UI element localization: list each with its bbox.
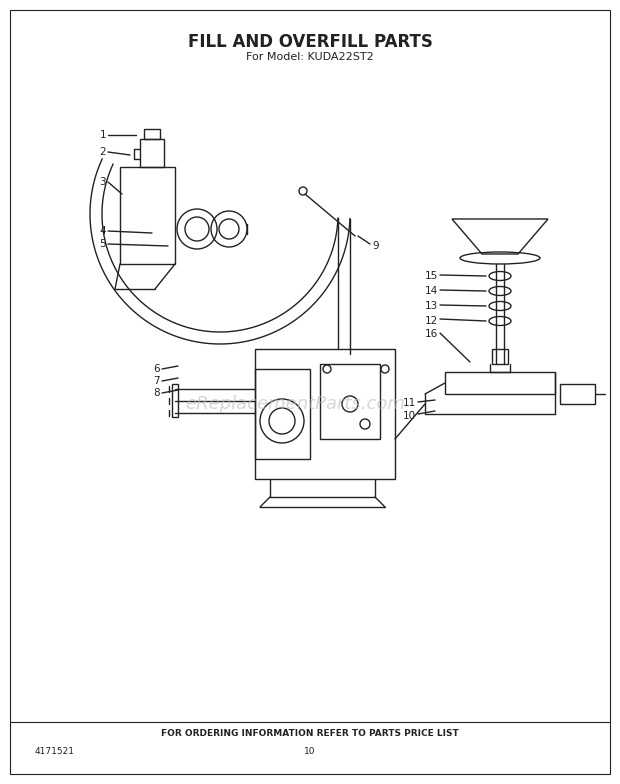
Bar (320, 364, 380, 439)
Bar (445, 372, 555, 394)
Text: 10: 10 (304, 747, 316, 757)
Text: 10: 10 (403, 411, 416, 421)
Text: 1: 1 (99, 130, 106, 140)
Text: 3: 3 (99, 177, 106, 187)
Text: eReplacementParts.com: eReplacementParts.com (185, 395, 405, 413)
Bar (560, 384, 595, 404)
Bar (140, 139, 164, 167)
Bar (120, 167, 175, 264)
Text: 6: 6 (153, 364, 160, 374)
Bar (492, 349, 508, 364)
Text: 16: 16 (425, 329, 438, 339)
Text: 8: 8 (153, 388, 160, 398)
Text: FILL AND OVERFILL PARTS: FILL AND OVERFILL PARTS (188, 33, 432, 51)
Text: 7: 7 (153, 376, 160, 386)
Text: For Model: KUDA22ST2: For Model: KUDA22ST2 (246, 52, 374, 62)
Text: 12: 12 (425, 316, 438, 326)
Text: 11: 11 (403, 398, 416, 408)
Text: 5: 5 (99, 239, 106, 249)
Text: 13: 13 (425, 301, 438, 311)
Bar (172, 384, 178, 417)
Text: 2: 2 (99, 147, 106, 157)
Bar (144, 129, 160, 139)
Text: FOR ORDERING INFORMATION REFER TO PARTS PRICE LIST: FOR ORDERING INFORMATION REFER TO PARTS … (161, 729, 459, 739)
Text: 15: 15 (425, 271, 438, 281)
Bar (255, 369, 310, 459)
Text: 14: 14 (425, 286, 438, 296)
Text: 4: 4 (99, 226, 106, 236)
Bar (255, 349, 395, 479)
Text: 9: 9 (372, 241, 379, 251)
Text: 4171521: 4171521 (35, 747, 75, 757)
